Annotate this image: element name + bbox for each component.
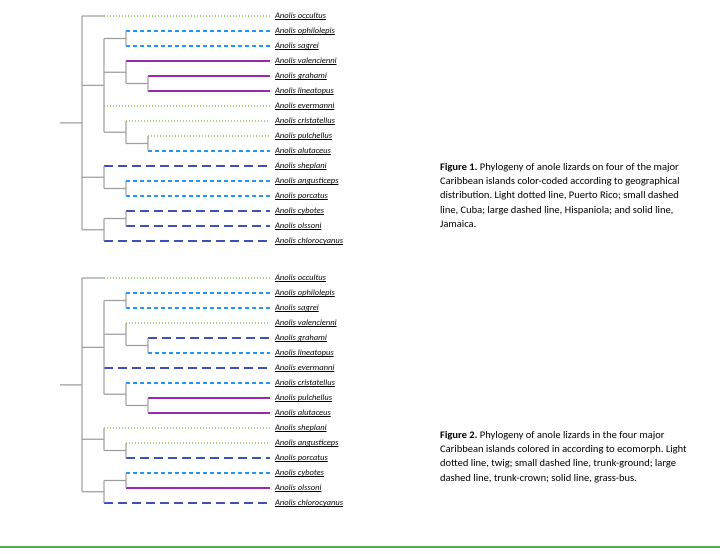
species-label: Anolis sheplani (275, 161, 327, 171)
species-label: Anolis chlorocyanus (275, 236, 343, 246)
species-label: Anolis lineatopus (275, 86, 334, 96)
species-label: Anolis angusticeps (275, 176, 338, 186)
species-label: Anolis alutaceus (275, 146, 331, 156)
figure2-caption: Figure 2. Phylogeny of anole lizards in … (440, 428, 690, 485)
phylogeny-tree-2: Anolis occultus Anolis ophilolepis Anolis … (60, 270, 400, 522)
tree2-svg (60, 270, 400, 522)
species-label: Anolis ophilolepis (275, 288, 335, 298)
species-label: Anolis porcatus (275, 191, 328, 201)
species-label: Anolis grahami (275, 71, 327, 81)
species-label: Anolis sagrei (275, 41, 319, 51)
species-label: Anolis olssoni (275, 483, 321, 493)
phylogeny-tree-1: Anolis occultus Anolis ophilolepis Anolis … (60, 8, 400, 260)
species-label: Anolis alutaceus (275, 408, 331, 418)
species-label: Anolis evermanni (275, 101, 334, 111)
species-label: Anolis sheplani (275, 423, 327, 433)
page-bottom-rule (0, 546, 720, 548)
tree1-svg (60, 8, 400, 260)
species-label: Anolis porcatus (275, 453, 328, 463)
species-label: Anolis pulchellus (275, 393, 332, 403)
species-label: Anolis sagrei (275, 303, 319, 313)
species-label: Anolis olssoni (275, 221, 321, 231)
figure2-text: Phylogeny of anole lizards in the four m… (440, 428, 687, 484)
species-label: Anolis occultus (275, 11, 326, 21)
figure1-title: Figure 1. (440, 160, 477, 173)
species-label: Anolis cristatellus (275, 116, 335, 126)
species-label: Anolis cybotes (275, 468, 324, 478)
species-label: Anolis cristatellus (275, 378, 335, 388)
species-label: Anolis pulchellus (275, 131, 332, 141)
species-label: Anolis cybotes (275, 206, 324, 216)
figure1-caption: Figure 1. Phylogeny of anole lizards on … (440, 160, 690, 231)
species-label: Anolis valencienni (275, 318, 337, 328)
species-label: Anolis chlorocyanus (275, 498, 343, 508)
species-label: Anolis ophilolepis (275, 26, 335, 36)
species-label: Anolis lineatopus (275, 348, 334, 358)
species-label: Anolis evermanni (275, 363, 334, 373)
species-label: Anolis valencienni (275, 56, 337, 66)
species-label: Anolis angusticeps (275, 438, 338, 448)
species-label: Anolis grahami (275, 333, 327, 343)
species-label: Anolis occultus (275, 273, 326, 283)
figure2-title: Figure 2. (440, 428, 477, 441)
